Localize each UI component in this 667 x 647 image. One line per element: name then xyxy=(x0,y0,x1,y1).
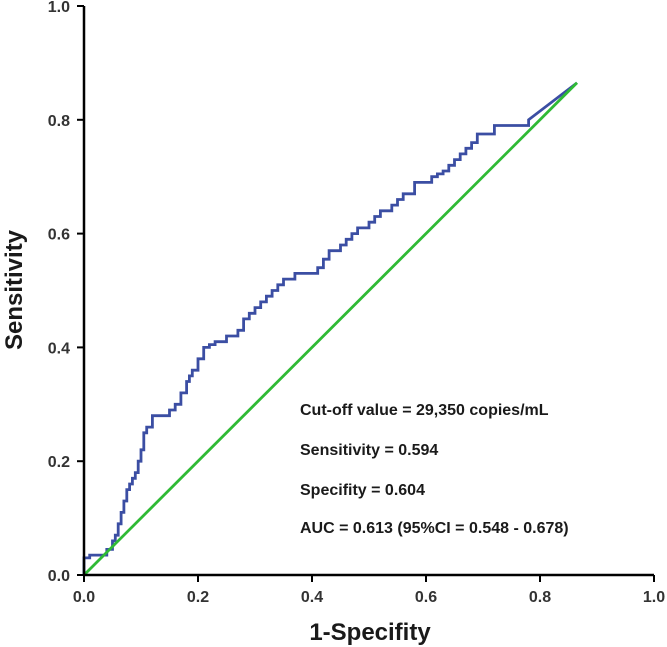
x-tick-label: 0.8 xyxy=(529,589,551,606)
axes: 0.0 0.2 0.4 0.6 0.8 1.0 0.0 0.2 0.4 0.6 0.8 1.0 xyxy=(48,0,665,606)
x-tick-label: 0.0 xyxy=(73,589,95,606)
annotation-auc: AUC = 0.613 (95%CI = 0.548 - 0.678) xyxy=(300,520,569,537)
reference-diagonal-line xyxy=(83,81,578,576)
annotation-sensitivity: Sensitivity = 0.594 xyxy=(300,442,438,459)
y-tick-label: 0.2 xyxy=(48,454,70,471)
y-tick-label: 0.6 xyxy=(48,227,70,244)
y-tick-label: 0.0 xyxy=(48,568,70,585)
x-tick-label: 0.4 xyxy=(301,589,323,606)
plot-area xyxy=(82,81,578,576)
x-tick-label: 0.2 xyxy=(187,589,209,606)
y-tick-label: 0.8 xyxy=(48,113,70,130)
x-tick-label: 1.0 xyxy=(643,589,665,606)
annotation-specificity: Specifity = 0.604 xyxy=(300,482,425,499)
x-tick-label: 0.6 xyxy=(415,589,437,606)
y-tick-label: 1.0 xyxy=(48,0,70,16)
y-axis-title: Sensitivity xyxy=(1,229,28,350)
roc-curve-line xyxy=(82,81,578,575)
y-tick-label: 0.4 xyxy=(48,340,70,357)
x-axis-title: 1-Specifity xyxy=(309,619,431,646)
annotation-cutoff: Cut-off value = 29,350 copies/mL xyxy=(300,402,549,419)
